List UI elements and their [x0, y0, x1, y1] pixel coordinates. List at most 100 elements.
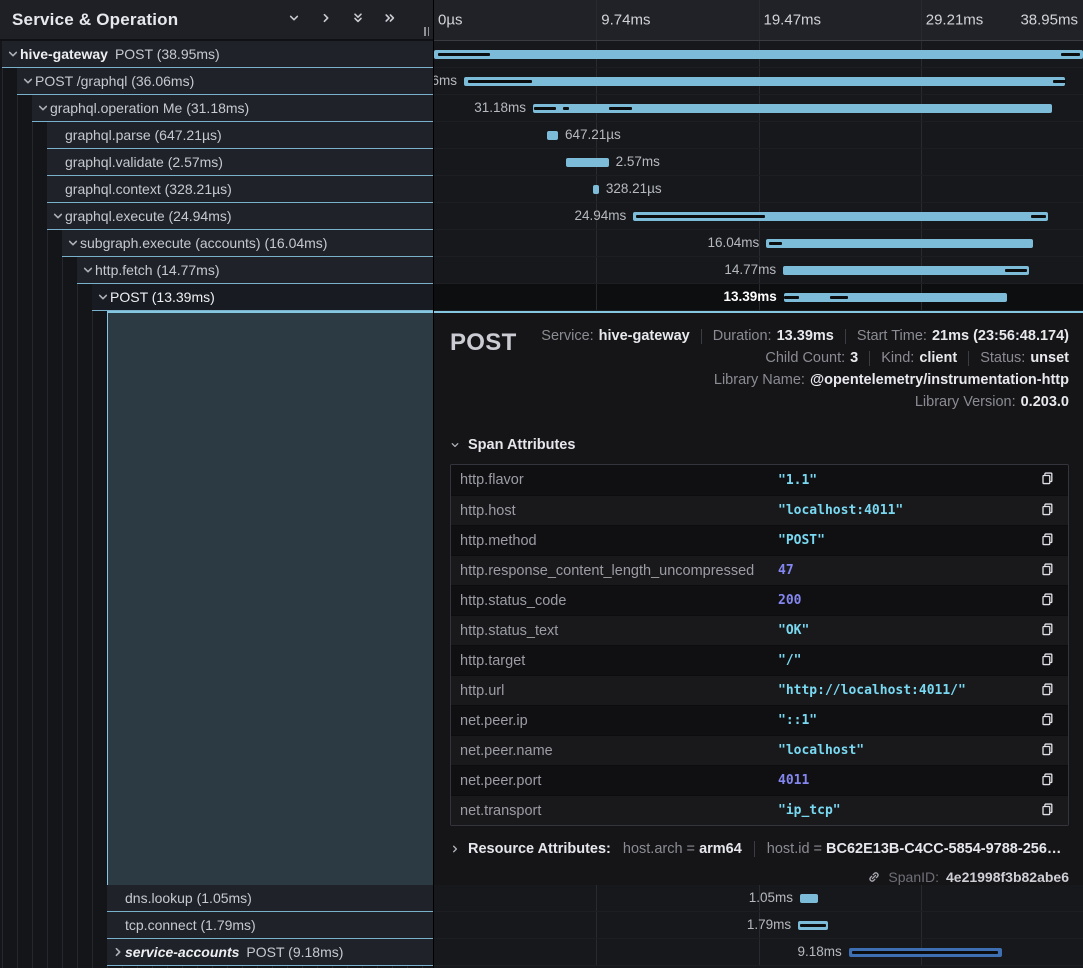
copy-icon	[1040, 682, 1055, 700]
span-detail-header: POST Service: hive-gateway Duration: 13.39m…	[450, 325, 1069, 413]
chevron-right-icon	[320, 12, 332, 27]
chevron-down-icon[interactable]	[5, 48, 20, 60]
copy-value-button[interactable]	[1036, 650, 1058, 672]
child-span-marker	[635, 215, 765, 218]
tree-row[interactable]: http.fetch (14.77ms)	[0, 257, 433, 284]
child-span-marker	[467, 80, 532, 83]
copy-value-button[interactable]	[1036, 740, 1058, 762]
timeline-row[interactable]: 647.21µs	[434, 122, 1083, 149]
overview-field-value: unset	[1030, 350, 1069, 366]
span-bar[interactable]	[463, 77, 1065, 86]
span-bar[interactable]	[633, 212, 1048, 221]
span-attributes-toggle[interactable]: Span Attributes	[450, 435, 1069, 455]
collapse-one-button[interactable]	[313, 7, 339, 33]
copy-value-button[interactable]	[1036, 469, 1058, 491]
copy-value-button[interactable]	[1036, 530, 1058, 552]
copy-value-button[interactable]	[1036, 680, 1058, 702]
timeline-row[interactable]: 1.05ms	[434, 885, 1083, 912]
resource-attributes-pairs: host.arch = arm64 host.id = BC62E13B-C4CC…	[622, 841, 1061, 857]
tree-row[interactable]: graphql.execute (24.94ms)	[0, 203, 433, 230]
tree-row[interactable]: subgraph.execute (accounts) (16.04ms)	[0, 230, 433, 257]
tree-row[interactable]: service-accounts POST (9.18ms)	[0, 939, 433, 966]
tree-row[interactable]: hive-gateway POST (38.95ms)	[0, 41, 433, 68]
copy-value-button[interactable]	[1036, 800, 1058, 822]
tree-row-content: graphql.execute (24.94ms)	[47, 203, 433, 230]
timeline-row[interactable]: 328.21µs	[434, 176, 1083, 203]
copy-icon	[1040, 742, 1055, 760]
span-bar[interactable]	[783, 293, 1008, 302]
chevron-down-icon[interactable]	[20, 75, 35, 87]
timeline-row[interactable]: 31.18ms	[434, 95, 1083, 122]
overview-divider	[700, 328, 702, 344]
tree-row[interactable]: graphql.operation Me (31.18ms)	[0, 95, 433, 122]
timeline-row[interactable]: 16.04ms	[434, 230, 1083, 257]
column-resize-grip[interactable]	[424, 27, 429, 36]
attribute-key: http.url	[460, 682, 505, 699]
attribute-value: "OK"	[778, 623, 810, 638]
attribute-value: "localhost"	[778, 743, 865, 758]
timeline-row[interactable]: 13.39ms	[434, 284, 1083, 311]
overview-field-value: 21ms (23:56:48.174)	[931, 328, 1069, 344]
tree-row[interactable]: dns.lookup (1.05ms)	[0, 885, 433, 912]
span-bar[interactable]	[532, 104, 1053, 113]
copy-value-button[interactable]	[1036, 620, 1058, 642]
expand-one-button[interactable]	[281, 7, 307, 33]
tree-row[interactable]: graphql.parse (647.21µs)	[0, 122, 433, 149]
expand-all-button[interactable]	[345, 7, 371, 33]
service-operation-header: Service & Operation	[0, 0, 433, 41]
span-bar[interactable]	[546, 131, 558, 140]
resource-attributes-toggle[interactable]: Resource Attributes:	[450, 841, 611, 857]
timeline-gridline	[596, 257, 598, 283]
span-bar[interactable]	[800, 894, 818, 903]
timeline-row[interactable]: 24.94ms	[434, 203, 1083, 230]
span-bar[interactable]	[565, 158, 609, 167]
timeline-row[interactable]: 1.79ms	[434, 912, 1083, 939]
chevron-right-icon[interactable]	[110, 946, 125, 958]
copy-value-button[interactable]	[1036, 770, 1058, 792]
tree-row-content: subgraph.execute (accounts) (16.04ms)	[62, 230, 433, 257]
chevron-down-icon[interactable]	[95, 291, 110, 303]
copy-value-button[interactable]	[1036, 590, 1058, 612]
span-bar[interactable]	[766, 239, 1034, 248]
double-chevron-down-icon	[352, 12, 364, 27]
tree-row[interactable]: graphql.context (328.21µs)	[0, 176, 433, 203]
span-duration-label: 1.79ms	[746, 917, 792, 932]
resource-attribute-pair: host.arch = arm64	[622, 841, 742, 857]
timeline-row[interactable]: 2.57ms	[434, 149, 1083, 176]
operation-label: graphql.operation Me (31.18ms)	[50, 100, 250, 116]
tree-row[interactable]: POST /graphql (36.06ms)	[0, 68, 433, 95]
timeline-row[interactable]: 9.18ms	[434, 939, 1083, 966]
span-bar[interactable]	[434, 50, 1083, 59]
span-bar[interactable]	[593, 185, 599, 194]
tree-row[interactable]: graphql.validate (2.57ms)	[0, 149, 433, 176]
chevron-down-icon[interactable]	[80, 264, 95, 276]
attribute-row: http.url "http://localhost:4011/"	[451, 675, 1068, 705]
operation-label: POST (9.18ms)	[246, 944, 344, 960]
attribute-value: "::1"	[778, 713, 818, 728]
timeline-gridline	[596, 122, 598, 148]
tree-row[interactable]: tcp.connect (1.79ms)	[0, 912, 433, 939]
timeline-row[interactable]	[434, 41, 1083, 68]
ruler-tick-label: 29.21ms	[925, 11, 984, 29]
attribute-key: http.status_code	[460, 592, 567, 609]
tree-row[interactable]: POST (13.39ms)	[0, 284, 433, 311]
chevron-down-icon[interactable]	[65, 237, 80, 249]
chevron-down-icon[interactable]	[50, 210, 65, 222]
ruler-gridline	[596, 0, 598, 40]
attribute-value: 200	[778, 593, 802, 608]
timeline-gridline	[758, 122, 760, 148]
chevron-down-icon[interactable]	[35, 102, 50, 114]
attribute-key: net.peer.ip	[460, 712, 528, 729]
ruler-tick-label: 19.47ms	[763, 11, 822, 29]
copy-value-button[interactable]	[1036, 560, 1058, 582]
timeline-row[interactable]: 14.77ms	[434, 257, 1083, 284]
child-span-marker	[437, 53, 490, 56]
collapse-all-button[interactable]	[377, 7, 403, 33]
copy-value-button[interactable]	[1036, 710, 1058, 732]
copy-icon	[1040, 652, 1055, 670]
span-bar[interactable]	[783, 266, 1030, 275]
timeline-row[interactable]: 36.06ms	[434, 68, 1083, 95]
link-icon[interactable]	[867, 870, 881, 884]
copy-value-button[interactable]	[1036, 500, 1058, 522]
